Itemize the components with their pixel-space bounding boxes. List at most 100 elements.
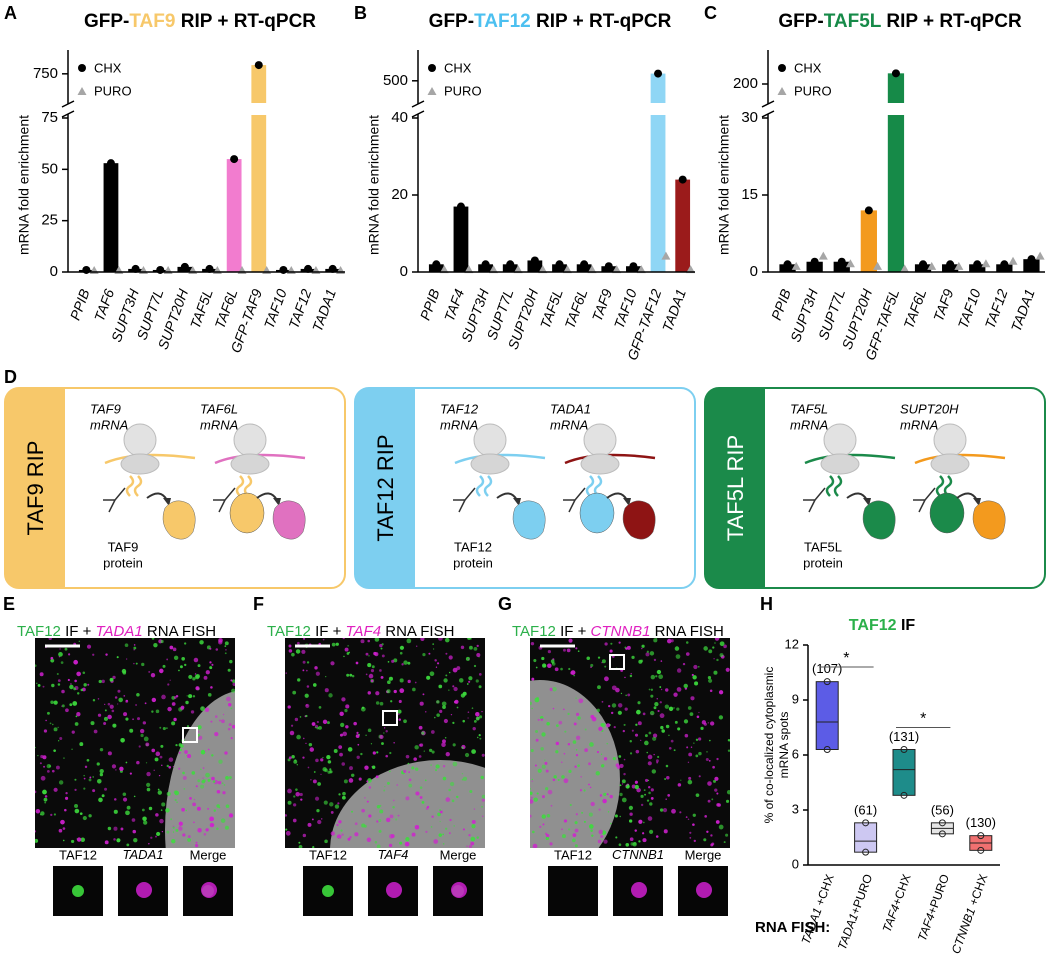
- micrograph: [530, 638, 730, 848]
- signal: [204, 750, 207, 752]
- text-part: RNA FISH: [381, 623, 454, 640]
- signal: [481, 753, 485, 757]
- signal: [550, 659, 555, 664]
- signal: [604, 676, 609, 682]
- signal: [107, 714, 112, 720]
- signal: [320, 758, 324, 762]
- roi-box: [182, 727, 198, 743]
- signal: [122, 797, 128, 802]
- signal: [184, 663, 187, 667]
- signal: [99, 747, 104, 752]
- signal: [209, 666, 213, 670]
- image-title: TAF12 IF + TAF4 RNA FISH: [267, 623, 454, 640]
- signal: [229, 776, 232, 779]
- x-tick-label: PPIB: [768, 287, 794, 322]
- chx-point: [1027, 255, 1036, 264]
- y-tick-label: 75: [41, 109, 58, 126]
- signal: [158, 774, 161, 777]
- signal: [302, 737, 305, 740]
- signal: [649, 829, 654, 834]
- signal: [194, 674, 200, 680]
- text-part: CTNNB1: [612, 847, 664, 862]
- signal: [448, 655, 453, 660]
- signal: [710, 834, 713, 837]
- signal: [295, 792, 300, 797]
- signal: [60, 661, 64, 664]
- signal: [657, 709, 660, 713]
- signal: [648, 731, 652, 735]
- signal: [590, 801, 595, 807]
- signal: [52, 723, 54, 726]
- signal: [59, 736, 63, 741]
- signal: [665, 798, 667, 800]
- signal: [644, 734, 648, 738]
- signal: [313, 771, 316, 773]
- signal: [79, 742, 84, 747]
- signal: [302, 756, 305, 759]
- signal: [407, 661, 411, 665]
- signal: [217, 780, 222, 785]
- signal: [421, 800, 425, 804]
- signal: [103, 721, 107, 725]
- signal: [623, 723, 626, 726]
- signal: [557, 779, 560, 782]
- signal: [690, 696, 695, 701]
- signal: [670, 739, 674, 743]
- signal: [647, 816, 653, 821]
- signal: [444, 638, 450, 643]
- signal: [443, 718, 448, 724]
- signal: [305, 742, 307, 744]
- signal: [450, 713, 453, 716]
- signal: [417, 825, 420, 828]
- signal: [361, 706, 365, 709]
- signal: [547, 663, 552, 669]
- signal: [227, 703, 232, 707]
- signal: [35, 664, 37, 667]
- signal: [637, 721, 642, 726]
- signal: [112, 723, 117, 728]
- x-tick-label: TAF9: [589, 287, 615, 324]
- signal: [336, 834, 342, 840]
- mrna-label: mRNA: [900, 417, 938, 432]
- box-point: [900, 791, 908, 799]
- signal: [167, 683, 170, 686]
- rip-label: TAF9 RIP: [23, 441, 48, 536]
- panel-letter: D: [4, 367, 17, 387]
- signal: [598, 726, 603, 732]
- y-axis-label: mRNA spots: [777, 712, 791, 779]
- signal: [481, 798, 485, 802]
- signal: [88, 778, 92, 782]
- signal: [688, 752, 693, 757]
- signal: [71, 748, 73, 751]
- signal: [326, 754, 331, 760]
- signal: [372, 751, 376, 755]
- signal: [201, 779, 206, 784]
- text-part: TADA1: [96, 623, 143, 640]
- signal: [285, 672, 287, 674]
- signal: [703, 838, 707, 842]
- signal: [695, 793, 700, 798]
- signal: [550, 804, 553, 807]
- chx-point: [919, 260, 928, 269]
- signal: [48, 638, 52, 641]
- legend-label: CHX: [794, 60, 822, 75]
- signal: [570, 671, 574, 675]
- signal: [403, 769, 407, 773]
- signal: [597, 656, 601, 659]
- signal: [481, 711, 483, 713]
- signal: [83, 777, 86, 780]
- signal: [355, 734, 360, 738]
- panel-letter: A: [4, 3, 17, 23]
- signal: [145, 742, 150, 747]
- signal: [405, 837, 410, 842]
- signal: [364, 797, 366, 799]
- signal: [642, 832, 645, 835]
- ribosome: [933, 423, 967, 457]
- signal: [664, 704, 670, 709]
- puro-point: [686, 265, 696, 274]
- signal: [448, 788, 451, 792]
- signal: [475, 679, 479, 683]
- signal: [42, 685, 45, 688]
- signal: [539, 715, 544, 720]
- signal: [156, 831, 161, 837]
